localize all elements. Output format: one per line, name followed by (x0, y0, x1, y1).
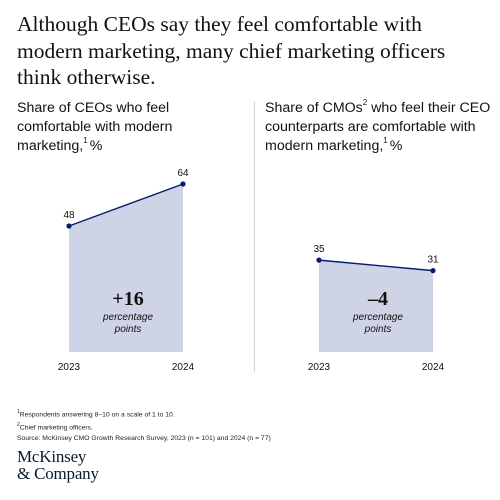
left-x-tick-2023: 2023 (58, 362, 81, 373)
left-point-2024 (180, 181, 186, 187)
left-x-tick-2024: 2024 (172, 362, 195, 373)
right-title-unit: % (389, 138, 403, 154)
footnote-1-marker: 1 (17, 409, 20, 415)
footnotes: 1Respondents answering 8–10 on a scale o… (17, 407, 487, 444)
right-chart-title: Share of CMOs2 who feel their CEO counte… (265, 99, 495, 156)
right-area-fill (319, 260, 433, 352)
right-change-caption-1: percentage (352, 312, 403, 323)
mckinsey-logo: McKinsey & Company (17, 448, 99, 482)
footnote-2: 2Chief marketing officers. (17, 420, 487, 433)
right-change-caption-2: points (364, 324, 392, 335)
headline: Although CEOs say they feel comfortable … (17, 12, 446, 89)
logo-line-2: & Company (17, 464, 99, 483)
left-change-caption-1: percentage (102, 312, 153, 323)
right-title-footnote-ref-a: 2 (362, 98, 368, 108)
left-data-label-2024: 64 (177, 168, 189, 179)
right-title-text-a: Share of CMOs (265, 100, 363, 116)
source-note: Source: McKinsey CMO Growth Research Sur… (17, 434, 271, 442)
left-change-value: +16 (112, 288, 143, 310)
right-series-line (318, 259, 434, 272)
right-data-label-2023: 35 (313, 244, 325, 255)
left-change-caption-2: points (114, 324, 142, 335)
left-title-footnote-ref: 1 (83, 136, 88, 146)
panel-divider (254, 101, 255, 372)
left-area-fill (69, 184, 183, 352)
right-x-tick-2024: 2024 (422, 362, 445, 373)
left-chart-title: Share of CEOs who feel comfortable with … (17, 99, 247, 156)
right-point-2024 (430, 268, 436, 274)
left-title-unit: % (89, 138, 103, 154)
footnote-1-text: Respondents answering 8–10 on a scale of… (19, 411, 175, 419)
left-point-2023 (66, 223, 72, 229)
right-data-label-2024: 31 (427, 255, 439, 266)
right-title-text-b: who feel their CEO counterparts are comf… (265, 100, 491, 154)
right-title-footnote-ref-b: 1 (383, 136, 388, 146)
logo-line-1: McKinsey (17, 447, 87, 466)
left-series-line (68, 183, 184, 227)
right-x-tick-2023: 2023 (308, 362, 331, 373)
right-point-2023 (316, 257, 322, 263)
left-data-label-2023: 48 (63, 210, 75, 221)
footnote-1: 1Respondents answering 8–10 on a scale o… (17, 407, 487, 420)
footnote-2-text: Chief marketing officers. (19, 424, 93, 432)
left-title-text: Share of CEOs who feel comfortable with … (17, 100, 173, 154)
footnote-2-marker: 2 (17, 422, 20, 429)
right-change-value: –4 (367, 288, 388, 310)
